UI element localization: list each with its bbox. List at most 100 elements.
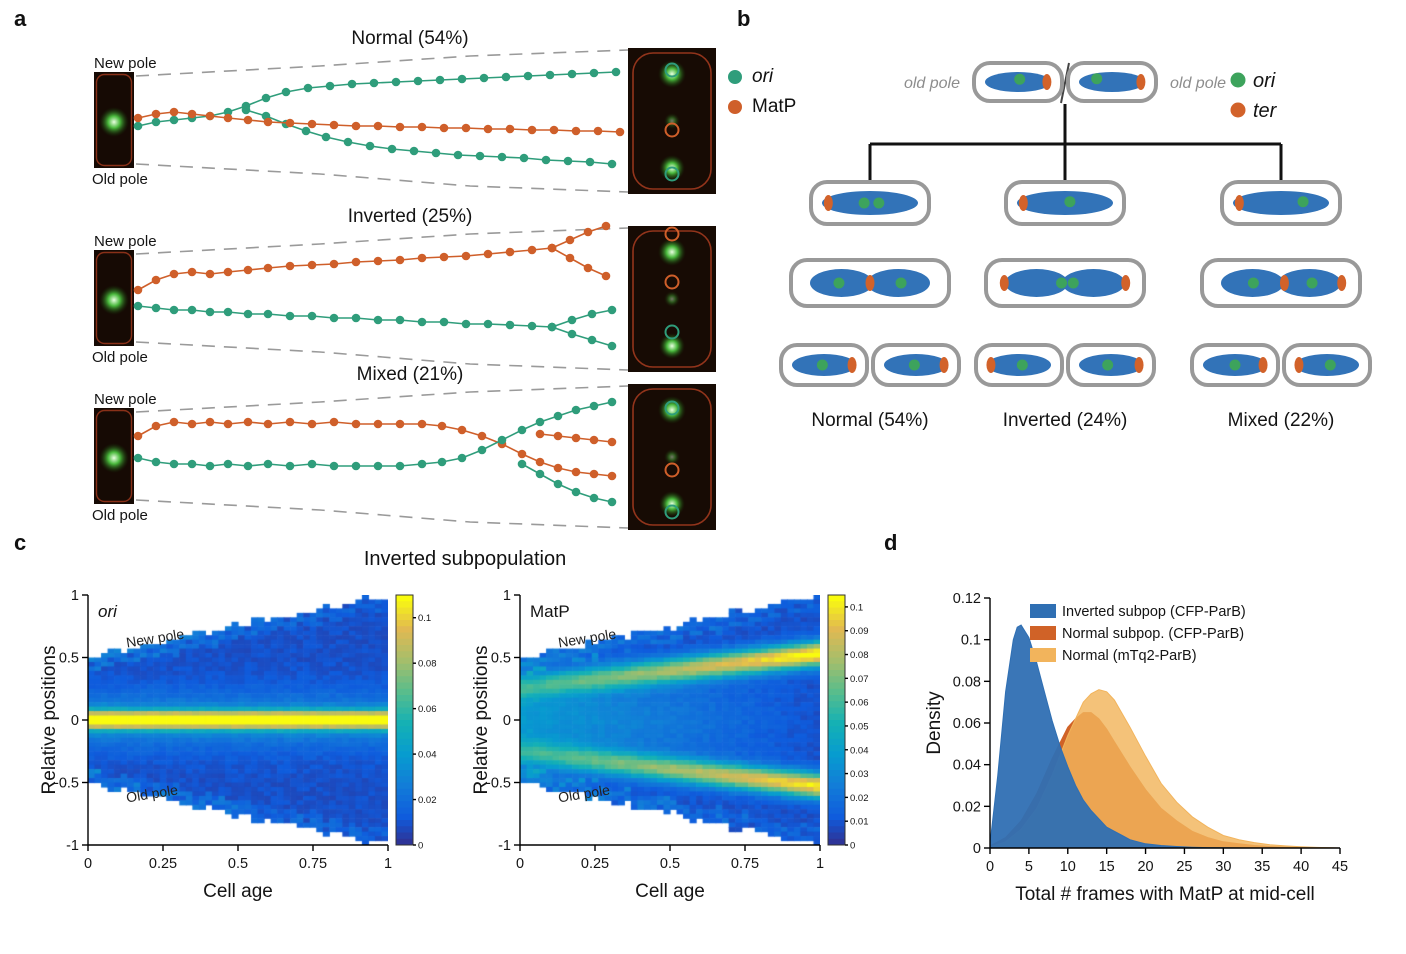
kymograph-title: Mixed (21%) [357, 364, 464, 385]
legend-label: Normal subpop. (CFP-ParB) [1062, 626, 1244, 642]
colorbar-tick-label: 0.1 [850, 602, 863, 613]
ori-dot [535, 469, 545, 479]
ori-dot [1247, 277, 1259, 289]
ori-dot [858, 197, 870, 209]
ori-dot [497, 435, 507, 445]
kymograph-title: Inverted (25%) [348, 206, 473, 227]
MatP-dot [527, 245, 537, 255]
ori-dot [187, 459, 197, 469]
ori-dot [585, 157, 595, 167]
MatP-dot [505, 124, 515, 134]
cell-schematic [1282, 343, 1372, 387]
y-tick-label: 1 [503, 588, 511, 604]
MatP-dot [205, 111, 215, 121]
heatmap-matp-canvas [520, 595, 820, 845]
ori-dot [553, 411, 563, 421]
MatP-dot [547, 243, 557, 253]
MatP-dot [151, 421, 161, 431]
cell-schematic [871, 343, 961, 387]
x-tick-label: 35 [1254, 859, 1270, 875]
ter-dot [1279, 275, 1289, 291]
MatP-dot [285, 118, 295, 128]
y-tick-label: 0 [71, 713, 79, 729]
MatP-dot [169, 107, 179, 117]
legend-swatch [1030, 604, 1056, 618]
y-tick-label: -0.5 [54, 776, 79, 792]
cell-schematic [809, 180, 931, 226]
y-axis-label: Relative positions [40, 646, 60, 795]
MatP-dot [601, 271, 611, 281]
MatP-dot [263, 117, 273, 127]
MatP-dot [395, 122, 405, 132]
cell-schematic [974, 343, 1064, 387]
ori-dot [1056, 277, 1068, 289]
ori-dot [243, 461, 253, 471]
cell-schematic [1220, 180, 1342, 226]
ori-dot [205, 307, 215, 317]
ori-dot [439, 317, 449, 327]
heatmap-ori-block: 1 0.5 0 -0.5 -1 0 0.25 0.5 0.75 1 Cell age Relative… [40, 583, 476, 919]
new-pole-label: New pole [94, 391, 157, 408]
y-tick-label: 0.12 [953, 591, 981, 607]
MatP-end-marker [664, 274, 680, 290]
ori-dot [285, 461, 295, 471]
ter-dot [1234, 195, 1244, 211]
x-tick-label: 0.75 [731, 856, 759, 872]
colorbar-tick-label: 0.05 [850, 721, 869, 732]
ori-dot [169, 115, 179, 125]
MatP-dot [307, 419, 317, 429]
MatP-dot [535, 429, 545, 439]
colorbar-tick-label: 0.07 [850, 674, 869, 685]
MatP-dot [593, 126, 603, 136]
ter-dot [1134, 357, 1144, 373]
ori-dot [133, 301, 143, 311]
MatP-dot [517, 449, 527, 459]
MatP-dot [549, 125, 559, 135]
MatP-dot [285, 261, 295, 271]
cell-schematic [779, 343, 869, 387]
micrograph-right [628, 226, 716, 372]
MatP-dot [437, 421, 447, 431]
MatP-dot [417, 253, 427, 263]
ori-dot [567, 329, 577, 339]
micrograph-left [94, 72, 134, 168]
ori-dot [589, 493, 599, 503]
MatP-end-marker [664, 226, 680, 242]
colorbar-tick-label: 0 [418, 841, 423, 852]
cell-schematic [1200, 258, 1362, 308]
MatP-dot [285, 417, 295, 427]
ori-dot [453, 150, 463, 160]
old-pole-label: Old pole [92, 507, 148, 524]
ori-dot [351, 461, 361, 471]
micrograph-right [628, 48, 716, 194]
MatP-dot [169, 269, 179, 279]
ori-dot [223, 459, 233, 469]
legend-item-matp: MatP [728, 92, 796, 122]
ori-dot [873, 197, 885, 209]
MatP-dot [133, 431, 143, 441]
ori-dot [567, 315, 577, 325]
micrograph-left [94, 250, 134, 346]
colorbar-tick-label: 0.04 [418, 750, 437, 761]
colorbar-tick-label: 0.08 [418, 659, 437, 670]
colorbar-tick-label: 0.04 [850, 745, 869, 756]
ori-dot [587, 335, 597, 345]
ori-dot [261, 93, 271, 103]
colorbar-tick-label: 0 [850, 841, 855, 852]
legend-item-ori: ori [728, 62, 796, 92]
y-tick-label: 0 [503, 713, 511, 729]
heatmap-ori-axes: 1 0.5 0 -0.5 -1 0 0.25 0.5 0.75 1 Cell age Relative… [40, 588, 437, 902]
y-tick-label: 0.5 [59, 651, 79, 667]
ori-dot [301, 126, 311, 136]
ori-dot [571, 405, 581, 415]
x-tick-label: 30 [1215, 859, 1231, 875]
x-tick-label: 1 [816, 856, 824, 872]
ori-dot [589, 68, 599, 78]
MatP-trace [551, 225, 607, 249]
pole-annotation: Old pole [125, 781, 179, 805]
ori-dot [387, 144, 397, 154]
MatP-dot [553, 431, 563, 441]
ori-dot [1229, 359, 1241, 371]
ori-dot [395, 315, 405, 325]
ori-dot [151, 117, 161, 127]
